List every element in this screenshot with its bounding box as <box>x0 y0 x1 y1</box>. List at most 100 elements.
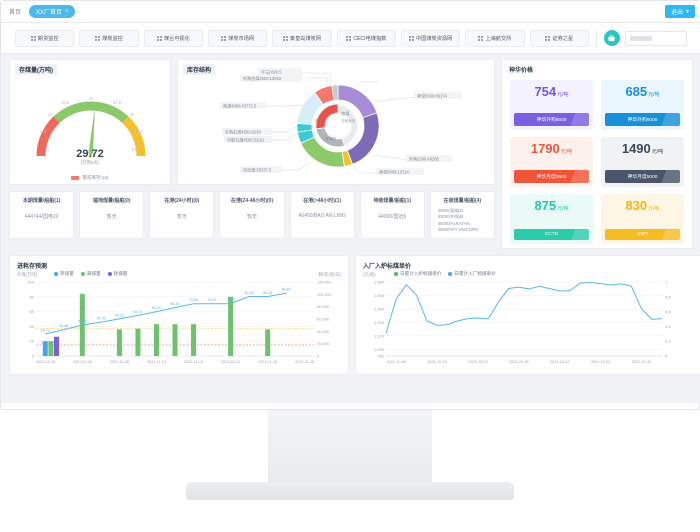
stat-value: 暂无 <box>246 214 257 220</box>
legend-item[interactable]: 日累计入炉标煤单价 <box>394 271 441 277</box>
svg-text:950: 950 <box>377 354 384 359</box>
stat-card: 待装煤量/船舶(1) 44000/国远9 <box>359 191 425 239</box>
top-row: 存煤量(万吨) 0 <box>9 59 693 249</box>
nav-item-label: 中国煤炭资源网 <box>415 35 453 42</box>
logout-label: 退出 <box>670 10 683 16</box>
legend-item[interactable]: 存煤量 <box>54 271 74 277</box>
nav-item-2[interactable]: 煤台可视化 <box>143 29 203 47</box>
bottom-charts-row: 进耗存预测 存煤量 来煤量 耗煤量 存煤(万吨) 耗/年(吨/天) 0 20 40 6… <box>9 255 700 375</box>
stat-card: 在港(24-48小时)(0) 暂无 <box>219 191 285 239</box>
svg-text:50.16: 50.16 <box>115 313 124 317</box>
price-tag: CCTD <box>514 229 589 240</box>
y-axis-label: (元/吨) <box>363 272 376 277</box>
grid-icon <box>408 35 414 41</box>
nav-item-8[interactable]: 证券之星 <box>529 29 589 47</box>
donut-label-3: 印尼煤:55337.5 <box>243 167 272 173</box>
svg-text:1,200: 1,200 <box>374 320 385 325</box>
stat-header: 在装煤量/船舶(4) <box>443 198 482 204</box>
grid-icon <box>30 35 36 41</box>
logout-button[interactable]: 退出 ▾ <box>664 5 695 18</box>
stat-card: 锚地煤量/船舶(0) 暂无 <box>79 191 145 239</box>
svg-text:13: 13 <box>48 112 53 117</box>
svg-text:80: 80 <box>30 294 35 299</box>
stat-list-item: 49000/国电21 <box>437 208 464 213</box>
nav-item-1[interactable]: 煤炭监控 <box>79 29 139 47</box>
grid-icon <box>282 35 288 41</box>
stat-list-item: 53000/中国海 <box>437 214 464 220</box>
card-title: 进耗存预测 <box>17 264 48 270</box>
bar-chart: 0 20 40 60 80 100 0 20,000 40,000 60,000 80,000 100… <box>27 280 332 365</box>
stat-value: 44000/国远9 <box>378 214 407 220</box>
svg-text:0: 0 <box>32 354 35 359</box>
svg-text:2021-10-10: 2021-10-10 <box>427 360 446 364</box>
svg-text:60,000: 60,000 <box>317 317 330 322</box>
donut-chart: 电煤 当前库存 进口煤 普通煤 <box>220 68 462 175</box>
charts-row: 存煤量(万吨) 0 <box>9 59 495 185</box>
donut-label-7: 外购合煤2500:13063 <box>243 75 282 81</box>
svg-text:1,000: 1,000 <box>374 347 385 352</box>
price-box[interactable]: 685元/吨 神华外购5000 <box>601 80 684 130</box>
search-input[interactable] <box>624 30 687 46</box>
legend-item[interactable]: 来煤量 <box>80 271 101 277</box>
nav-item-label: 上海航交所 <box>485 35 512 42</box>
price-value: 875元/吨 <box>534 199 568 212</box>
svg-text:2021-10-06: 2021-10-06 <box>387 360 406 364</box>
price-tag: 神华月度5500 <box>514 170 589 183</box>
price-grid: 754元/吨 神华外购5500 685元/吨 神华外购5000 <box>510 80 684 244</box>
price-unit: 元/吨 <box>648 206 660 212</box>
nav-item-4[interactable]: 秦皇岛煤炭网 <box>272 29 332 47</box>
svg-text:32.5: 32.5 <box>113 100 122 105</box>
close-icon[interactable]: × <box>65 8 69 15</box>
card-title: 神华价格 <box>509 68 534 74</box>
coal-unit-price-card: 入厂入炉标煤单价 日累计入炉标煤单价 日累计入厂标煤单价 (元/吨) 950 1,… <box>355 255 700 375</box>
svg-text:普通煤: 普通煤 <box>325 136 336 141</box>
svg-text:1,100: 1,100 <box>374 333 385 338</box>
legend-swatch <box>71 176 80 180</box>
svg-text:0: 0 <box>665 354 668 359</box>
svg-text:45.78: 45.78 <box>96 317 105 321</box>
svg-text:1,500: 1,500 <box>374 280 385 285</box>
price-value: 1490元/吨 <box>622 142 663 155</box>
svg-text:29.72: 29.72 <box>41 329 50 333</box>
nav-item-7[interactable]: 上海航交所 <box>465 29 525 47</box>
stat-header: 在港(24-48小时)(0) <box>230 198 274 204</box>
price-box[interactable]: 875元/吨 CCTD <box>510 194 593 244</box>
nav-item-3[interactable]: 煤炭市场网 <box>207 29 268 47</box>
svg-text:电煤: 电煤 <box>341 110 350 117</box>
y2-axis-label: 耗/年(吨/天) <box>318 272 341 277</box>
chevron-down-icon: ▾ <box>685 9 689 15</box>
stat-header: 在港(>48小时)(1) <box>303 198 342 204</box>
basket-icon[interactable] <box>603 30 620 46</box>
svg-text:2021-10-30: 2021-10-30 <box>632 360 651 364</box>
stat-header: 本期煤量/船舶(1) <box>22 198 61 204</box>
price-box[interactable]: 754元/吨 神华外购5500 <box>510 80 593 130</box>
price-box[interactable]: 1790元/吨 神华月度5500 <box>510 137 593 187</box>
nav-item-5[interactable]: CECI电煤指数 <box>336 29 396 47</box>
stat-value: 暂无 <box>176 214 187 220</box>
svg-text:0: 0 <box>317 354 320 359</box>
nav-item-0[interactable]: 期货监控 <box>15 29 75 47</box>
tab-home[interactable]: 首页 <box>9 10 22 16</box>
monitor-stand-base <box>186 482 514 500</box>
svg-text:2021-10-18: 2021-10-18 <box>509 360 528 364</box>
price-box[interactable]: 1490元/吨 神华月度5000 <box>601 137 684 187</box>
svg-text:20,000: 20,000 <box>317 341 330 346</box>
stat-card: 本期煤量/船舶(1) 444744/国电22 <box>9 191 75 239</box>
nav-item-6[interactable]: 中国煤炭资源网 <box>400 29 461 47</box>
price-box[interactable]: 830元/吨 BSPI <box>601 194 684 244</box>
screen: 首页 XX厂首页 × 退出 ▾ 期货监控 煤炭监控 <box>1 1 700 403</box>
stat-card: 在港(>48小时)(1) 45450/BAO AN LING <box>289 191 355 239</box>
tab-active[interactable]: XX厂首页 × <box>29 5 75 18</box>
svg-text:60: 60 <box>30 309 35 314</box>
donut-label-4: 中能石煤4500:31151 <box>227 137 265 143</box>
svg-text:1,400: 1,400 <box>374 293 385 298</box>
legend-item[interactable]: 耗煤量 <box>107 271 127 277</box>
quick-link-bar: 期货监控 煤炭监控 煤台可视化 煤炭市场网 秦皇岛煤炭网 <box>1 23 700 54</box>
legend-item[interactable]: 日累计入厂标煤单价 <box>448 271 496 277</box>
svg-text:2021-10-14: 2021-10-14 <box>468 360 487 364</box>
card-title: 存煤量(万吨) <box>15 64 57 75</box>
screen-bezel: 首页 XX厂首页 × 退出 ▾ 期货监控 煤炭监控 <box>0 0 700 410</box>
svg-text:80.43: 80.43 <box>263 291 272 295</box>
svg-text:80.43: 80.43 <box>245 291 254 295</box>
